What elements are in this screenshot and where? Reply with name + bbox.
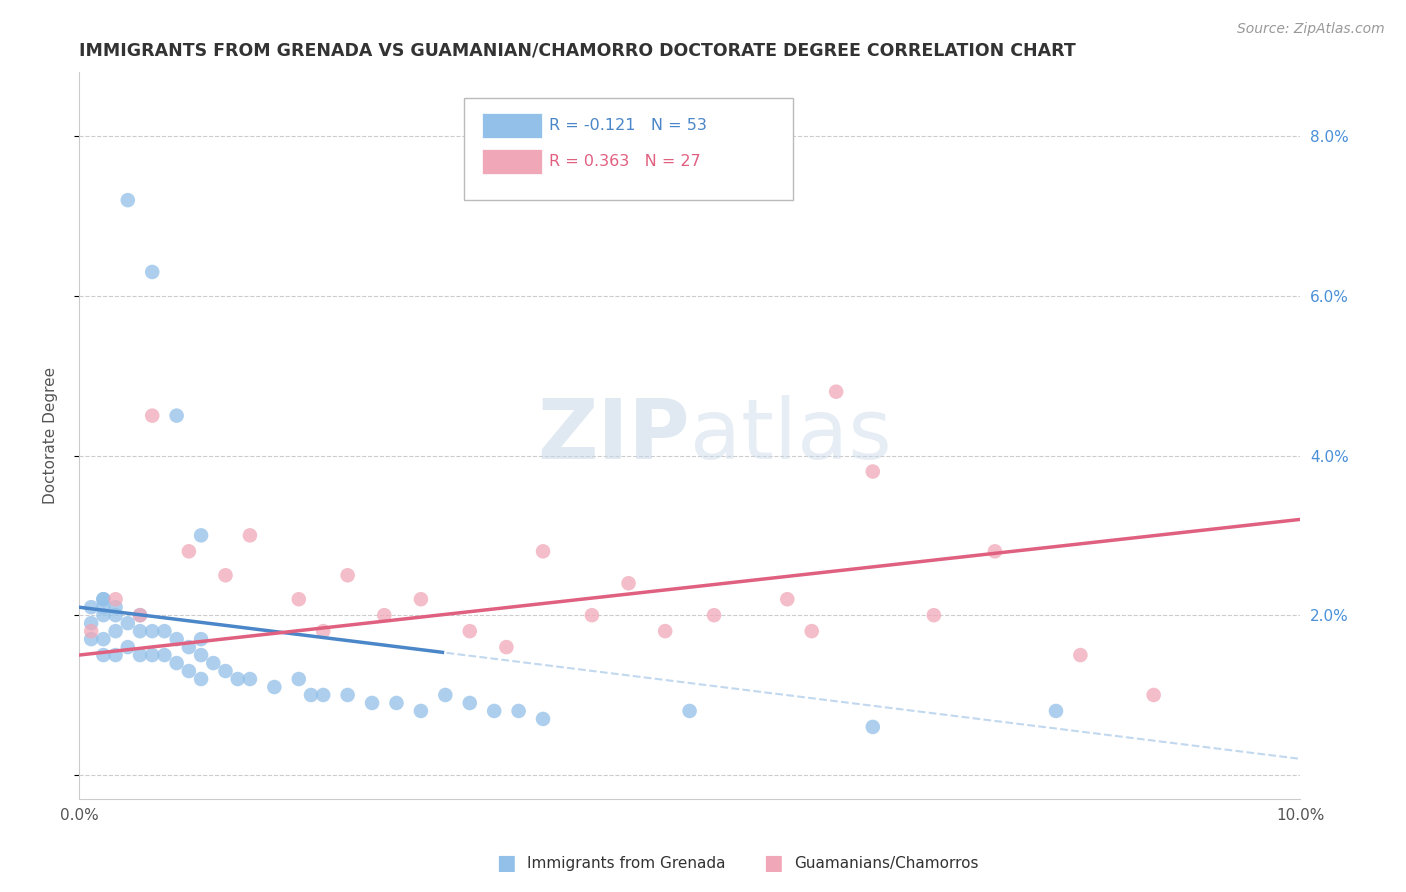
Point [373,608,395,623]
Point [288,592,311,607]
Point [336,568,359,582]
Point [190,632,212,647]
Point [141,648,163,662]
Point [531,712,554,726]
Point [239,672,262,686]
Point [93,648,115,662]
FancyBboxPatch shape [482,150,541,174]
Point [141,265,163,279]
Text: Guamanians/Chamorros: Guamanians/Chamorros [794,856,979,871]
Point [129,624,152,639]
Point [482,704,505,718]
Point [166,656,188,670]
Point [226,672,249,686]
FancyBboxPatch shape [482,113,541,137]
Point [80,616,103,631]
Point [214,568,236,582]
Point [531,544,554,558]
FancyBboxPatch shape [464,98,793,200]
Point [678,704,700,718]
Y-axis label: Doctorate Degree: Doctorate Degree [44,367,58,504]
Point [80,600,103,615]
Text: atlas: atlas [689,395,891,476]
Point [153,648,176,662]
Point [104,624,127,639]
Point [104,608,127,623]
Point [214,664,236,678]
Point [190,672,212,686]
Point [166,409,188,423]
Point [239,528,262,542]
Point [385,696,408,710]
Point [129,608,152,623]
Point [312,624,335,639]
Point [361,696,384,710]
Point [409,704,432,718]
Point [141,624,163,639]
Text: ■: ■ [763,854,783,873]
Point [129,648,152,662]
Point [263,680,285,694]
Point [80,624,103,639]
Point [434,688,457,702]
Text: ZIP: ZIP [537,395,689,476]
Point [312,688,335,702]
Point [104,600,127,615]
Point [104,648,127,662]
Point [458,624,481,639]
Point [141,409,163,423]
Point [800,624,823,639]
Point [336,688,359,702]
Point [93,608,115,623]
Point [93,592,115,607]
Point [1143,688,1166,702]
Point [190,528,212,542]
Point [93,632,115,647]
Point [776,592,799,607]
Point [409,592,432,607]
Point [190,648,212,662]
Point [1069,648,1091,662]
Point [177,544,200,558]
Text: Immigrants from Grenada: Immigrants from Grenada [527,856,725,871]
Text: R = 0.363   N = 27: R = 0.363 N = 27 [550,154,702,169]
Point [202,656,225,670]
Text: IMMIGRANTS FROM GRENADA VS GUAMANIAN/CHAMORRO DOCTORATE DEGREE CORRELATION CHART: IMMIGRANTS FROM GRENADA VS GUAMANIAN/CHA… [79,42,1076,60]
Point [495,640,517,654]
Point [117,193,139,207]
Point [93,592,115,607]
Point [922,608,945,623]
Point [177,640,200,654]
Text: ■: ■ [496,854,516,873]
Text: Source: ZipAtlas.com: Source: ZipAtlas.com [1237,22,1385,37]
Point [299,688,322,702]
Point [153,624,176,639]
Point [458,696,481,710]
Point [825,384,848,399]
Point [703,608,725,623]
Point [80,632,103,647]
Point [104,592,127,607]
Point [288,672,311,686]
Point [1045,704,1067,718]
Point [581,608,603,623]
Point [129,608,152,623]
Point [862,720,884,734]
Point [862,465,884,479]
Point [166,632,188,647]
Point [117,640,139,654]
Point [117,616,139,631]
Point [984,544,1007,558]
Point [508,704,530,718]
Point [177,664,200,678]
Text: R = -0.121   N = 53: R = -0.121 N = 53 [550,118,707,133]
Point [617,576,640,591]
Point [93,600,115,615]
Point [654,624,676,639]
